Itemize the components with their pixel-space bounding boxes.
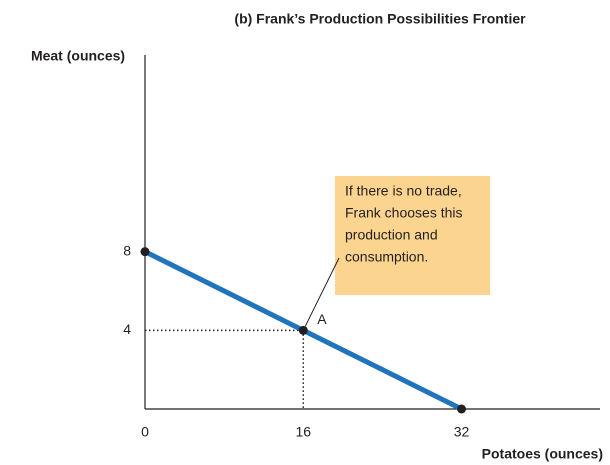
- x-axis-label: Potatoes (ounces): [482, 446, 603, 462]
- callout-text: consumption.: [345, 249, 428, 265]
- callout-box: [335, 176, 490, 295]
- callout-text: If there is no trade,: [345, 183, 462, 199]
- y-tick-label: 8: [123, 242, 131, 258]
- data-point: [140, 247, 150, 257]
- callout-leader: [304, 257, 340, 327]
- chart-title: (b) Frank’s Production Possibilities Fro…: [234, 11, 526, 27]
- x-tick-label: 16: [295, 424, 311, 440]
- data-point: [457, 404, 467, 414]
- data-point: [298, 325, 308, 335]
- y-axis-label: Meat (ounces): [31, 48, 125, 64]
- x-tick-label: 0: [141, 424, 149, 440]
- callout-text: production and: [345, 227, 438, 243]
- y-tick-label: 4: [123, 321, 131, 337]
- x-tick-label: 32: [454, 424, 470, 440]
- point-label: A: [317, 311, 327, 327]
- callout-text: Frank chooses this: [345, 205, 463, 221]
